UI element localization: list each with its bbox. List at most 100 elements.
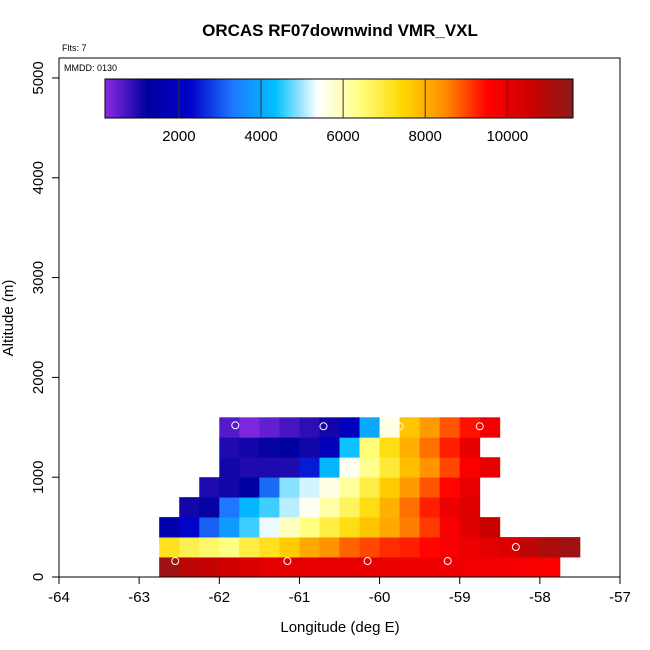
y-tick-label: 5000 bbox=[30, 61, 47, 94]
heatmap-cell bbox=[419, 477, 441, 498]
heatmap-cell bbox=[159, 517, 180, 538]
heatmap-cell bbox=[419, 557, 441, 578]
heatmap-cell bbox=[399, 537, 421, 558]
heatmap-cell bbox=[199, 477, 220, 498]
heatmap-cell bbox=[339, 477, 360, 498]
heatmap-cell bbox=[199, 557, 220, 578]
heatmap-cell bbox=[339, 557, 360, 578]
heatmap-cell bbox=[379, 537, 401, 558]
heatmap-cell bbox=[459, 417, 481, 438]
heatmap-cell bbox=[199, 497, 220, 518]
heatmap-cell bbox=[439, 517, 461, 538]
x-tick-label: -59 bbox=[449, 589, 471, 606]
heatmap-cell bbox=[219, 457, 240, 478]
heatmap-cell bbox=[439, 477, 461, 498]
heatmap-cell bbox=[319, 457, 340, 478]
heatmap-cell bbox=[179, 517, 200, 538]
sample-marker bbox=[319, 422, 328, 431]
heatmap-cell bbox=[459, 437, 481, 458]
heatmap-cell bbox=[319, 437, 340, 458]
y-tick-label: 3000 bbox=[30, 261, 47, 294]
x-tick-label: -61 bbox=[289, 589, 311, 606]
heatmap-cell bbox=[439, 537, 461, 558]
x-axis-label: Longitude (deg E) bbox=[280, 619, 399, 636]
heatmap-cell bbox=[239, 437, 260, 458]
heatmap-cell bbox=[419, 417, 441, 438]
heatmap-cell bbox=[319, 557, 340, 578]
heatmap-cell bbox=[299, 517, 320, 538]
heatmap-cell bbox=[379, 497, 401, 518]
heatmap-cell bbox=[339, 457, 360, 478]
heatmap-cell bbox=[199, 537, 220, 558]
heatmap-cell bbox=[459, 457, 481, 478]
sample-marker bbox=[475, 422, 484, 431]
marker-layer bbox=[159, 421, 520, 566]
heatmap-cell bbox=[219, 557, 240, 578]
heatmap-cell bbox=[379, 457, 401, 478]
heatmap-cell bbox=[379, 557, 401, 578]
heatmap-cell bbox=[179, 557, 200, 578]
heatmap-cell bbox=[339, 517, 360, 538]
heatmap-cell bbox=[419, 497, 441, 518]
sample-marker bbox=[283, 557, 292, 566]
heatmap-cell bbox=[239, 477, 260, 498]
mmdd-annotation: MMDD: 0130 bbox=[64, 63, 117, 73]
y-tick-label: 4000 bbox=[30, 161, 47, 194]
plot-frame bbox=[58, 57, 621, 578]
heatmap-cell bbox=[219, 417, 240, 438]
heatmap-cell bbox=[539, 537, 561, 558]
x-axis: -64 -63 -62 -61 -60 -59 -58 -57 bbox=[48, 577, 631, 606]
heatmap-cell bbox=[319, 497, 340, 518]
heatmap-cell bbox=[259, 417, 280, 438]
heatmap-cell bbox=[479, 517, 501, 538]
heatmap-cell bbox=[359, 437, 380, 458]
heatmap-cell bbox=[459, 497, 481, 518]
heatmap-cell bbox=[419, 517, 441, 538]
heatmap-cell bbox=[279, 537, 300, 558]
sample-marker bbox=[395, 422, 404, 431]
heatmap-cell bbox=[419, 437, 441, 458]
x-tick-label: -63 bbox=[128, 589, 150, 606]
heatmap-cells bbox=[159, 417, 581, 578]
sample-marker bbox=[231, 421, 240, 430]
heatmap-cell bbox=[459, 477, 481, 498]
sample-marker bbox=[511, 543, 520, 552]
heatmap-cell bbox=[359, 417, 380, 438]
heatmap-cell bbox=[479, 417, 501, 438]
colorbar-tick-label: 10000 bbox=[486, 128, 528, 145]
heatmap-cell bbox=[179, 497, 200, 518]
colorbar: 2000 4000 6000 8000 10000 bbox=[104, 78, 574, 145]
heatmap-cell bbox=[399, 477, 421, 498]
heatmap-cell bbox=[319, 537, 340, 558]
heatmap-cell bbox=[339, 537, 360, 558]
heatmap-cell bbox=[359, 497, 380, 518]
heatmap-cell bbox=[359, 457, 380, 478]
heatmap-cell bbox=[519, 537, 541, 558]
flights-annotation: Flts: 7 bbox=[62, 43, 87, 53]
heatmap-cell bbox=[239, 517, 260, 538]
colorbar-gradient bbox=[104, 78, 574, 119]
y-axis: 0 1000 2000 3000 4000 5000 bbox=[30, 61, 59, 581]
heatmap-cell bbox=[159, 557, 180, 578]
heatmap-cell bbox=[439, 417, 461, 438]
heatmap-cell bbox=[219, 477, 240, 498]
colorbar-tick-label: 2000 bbox=[162, 128, 195, 145]
heatmap-cell bbox=[339, 497, 360, 518]
heatmap-cell bbox=[459, 557, 481, 578]
heatmap-cell bbox=[299, 457, 320, 478]
heatmap-cell bbox=[379, 477, 401, 498]
heatmap-cell bbox=[259, 477, 280, 498]
sample-marker bbox=[159, 499, 168, 508]
heatmap-cell bbox=[299, 537, 320, 558]
heatmap-cell bbox=[219, 497, 240, 518]
heatmap-cell bbox=[279, 477, 300, 498]
heatmap-cell bbox=[279, 517, 300, 538]
heatmap-cell bbox=[499, 537, 521, 558]
y-tick-label: 1000 bbox=[30, 461, 47, 494]
heatmap-cell bbox=[399, 417, 421, 438]
x-tick-label: -60 bbox=[369, 589, 391, 606]
heatmap-cell bbox=[359, 477, 380, 498]
heatmap-cell bbox=[459, 537, 481, 558]
heatmap-cell bbox=[319, 477, 340, 498]
y-tick-label: 0 bbox=[30, 573, 47, 581]
